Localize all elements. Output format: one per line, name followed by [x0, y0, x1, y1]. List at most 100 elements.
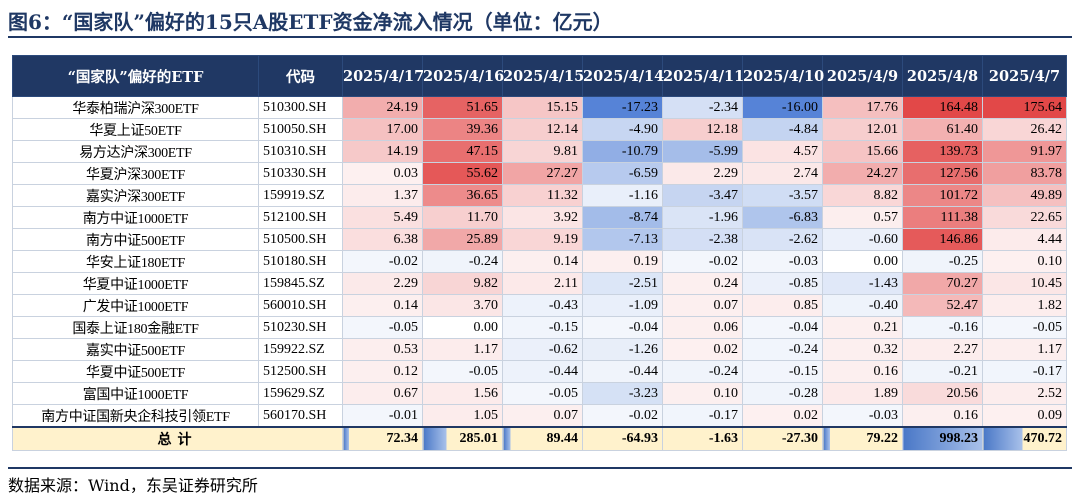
flow-value-cell: -7.13	[582, 228, 663, 251]
flow-value-cell: -0.15	[742, 360, 823, 383]
title-underline	[8, 36, 1072, 38]
flow-value-cell: -0.17	[982, 360, 1067, 383]
flow-value-cell: 17.00	[342, 118, 423, 141]
flow-value-cell: 10.45	[982, 272, 1067, 295]
etf-code-cell: 512500.SH	[258, 360, 343, 383]
flow-value-cell: 0.85	[742, 294, 823, 317]
flow-value-cell: 2.29	[662, 162, 743, 185]
flow-value-cell: 0.12	[342, 360, 423, 383]
flow-value-cell: 146.86	[902, 228, 983, 251]
etf-code-cell: 510180.SH	[258, 250, 343, 273]
flow-value-cell: 175.64	[982, 96, 1067, 119]
flow-value-cell: 0.24	[662, 272, 743, 295]
table-row: 易方达沪深300ETF 510310.SH 14.19 47.15 9.81 -10.79…	[12, 140, 1067, 163]
flow-value-cell: 2.11	[502, 272, 583, 295]
flow-value-cell: 0.00	[822, 250, 903, 273]
etf-name-cell: 易方达沪深300ETF	[12, 140, 259, 163]
col-header-date: 2025/4/11	[662, 55, 744, 97]
flow-value-cell: 0.07	[662, 294, 743, 317]
etf-code-cell: 510330.SH	[258, 162, 343, 185]
total-value-cell: 285.01	[422, 426, 503, 451]
flow-value-cell: -1.96	[662, 206, 743, 229]
flow-value-cell: 83.78	[982, 162, 1067, 185]
flow-value-cell: 12.01	[822, 118, 903, 141]
flow-value-cell: 12.14	[502, 118, 583, 141]
flow-value-cell: -2.34	[662, 96, 743, 119]
source-note: 数据来源：Wind，东吴证券研究所	[8, 476, 258, 495]
table-row: 华夏上证50ETF 510050.SH 17.00 39.36 12.14 -4.90 12…	[12, 118, 1067, 141]
flow-value-cell: -4.84	[742, 118, 823, 141]
flow-value-cell: 4.57	[742, 140, 823, 163]
flow-value-cell: -0.16	[902, 316, 983, 339]
table-row: 南方中证500ETF 510500.SH 6.38 25.89 9.19 -7.13 -2.…	[12, 228, 1067, 251]
flow-value-cell: -0.15	[502, 316, 583, 339]
flow-value-cell: 25.89	[422, 228, 503, 251]
col-header-date: 2025/4/15	[502, 55, 584, 97]
flow-value-cell: 6.38	[342, 228, 423, 251]
flow-value-cell: -3.57	[742, 184, 823, 207]
flow-value-cell: -16.00	[742, 96, 823, 119]
flow-value-cell: 0.21	[822, 316, 903, 339]
flow-value-cell: 26.42	[982, 118, 1067, 141]
header-row: “国家队”偏好的ETF 代码 2025/4/17 2025/4/16 2025/…	[12, 55, 1067, 97]
table-row: 华夏中证500ETF 512500.SH 0.12 -0.05 -0.44 -0.44 -0…	[12, 360, 1067, 383]
etf-code-cell: 560170.SH	[258, 404, 343, 428]
flow-value-cell: -1.09	[582, 294, 663, 317]
flow-value-cell: -0.62	[502, 338, 583, 361]
flow-value-cell: 39.36	[422, 118, 503, 141]
flow-value-cell: 1.17	[982, 338, 1067, 361]
flow-value-cell: 4.44	[982, 228, 1067, 251]
etf-code-cell: 159919.SZ	[258, 184, 343, 207]
flow-value-cell: -0.85	[742, 272, 823, 295]
total-value-cell: 79.22	[822, 426, 903, 451]
flow-value-cell: 0.14	[502, 250, 583, 273]
flow-value-cell: 36.65	[422, 184, 503, 207]
col-header-date: 2025/4/10	[742, 55, 824, 97]
total-value-cell: 998.23	[902, 426, 983, 451]
flow-value-cell: -0.04	[582, 316, 663, 339]
flow-value-cell: 24.27	[822, 162, 903, 185]
flow-value-cell: -0.40	[822, 294, 903, 317]
flow-value-cell: 91.97	[982, 140, 1067, 163]
flow-value-cell: 0.57	[822, 206, 903, 229]
flow-value-cell: -0.44	[502, 360, 583, 383]
flow-value-cell: 8.82	[822, 184, 903, 207]
table-row: 华泰柏瑞沪深300ETF 510300.SH 24.19 51.65 15.15 -17.…	[12, 96, 1067, 119]
flow-value-cell: -0.01	[342, 404, 423, 428]
flow-value-cell: 1.37	[342, 184, 423, 207]
etf-name-cell: 富国中证1000ETF	[12, 382, 259, 405]
flow-value-cell: 70.27	[902, 272, 983, 295]
table-row: 嘉实沪深300ETF 159919.SZ 1.37 36.65 11.32 -1.16 -3…	[12, 184, 1067, 207]
etf-name-cell: 华夏中证500ETF	[12, 360, 259, 383]
flow-value-cell: 0.67	[342, 382, 423, 405]
flow-value-cell: -0.60	[822, 228, 903, 251]
col-header-date: 2025/4/7	[982, 55, 1067, 97]
flow-value-cell: 127.56	[902, 162, 983, 185]
flow-value-cell: -0.02	[582, 404, 663, 428]
flow-value-cell: 2.27	[902, 338, 983, 361]
etf-name-cell: 南方中证1000ETF	[12, 206, 259, 229]
flow-value-cell: -0.24	[422, 250, 503, 273]
flow-value-cell: 2.29	[342, 272, 423, 295]
flow-value-cell: -2.62	[742, 228, 823, 251]
table-row: 华安上证180ETF 510180.SH -0.02 -0.24 0.14 0.19 -0.…	[12, 250, 1067, 273]
flow-value-cell: -1.16	[582, 184, 663, 207]
table-row: 广发中证1000ETF 560010.SH 0.14 3.70 -0.43 -1.09 0.…	[12, 294, 1067, 317]
etf-code-cell: 159845.SZ	[258, 272, 343, 295]
flow-value-cell: -6.59	[582, 162, 663, 185]
flow-value-cell: 0.03	[342, 162, 423, 185]
etf-name-cell: 华夏沪深300ETF	[12, 162, 259, 185]
etf-code-cell: 512100.SH	[258, 206, 343, 229]
flow-value-cell: -1.43	[822, 272, 903, 295]
etf-flow-table: “国家队”偏好的ETF 代码 2025/4/17 2025/4/16 2025/…	[12, 55, 1067, 451]
flow-value-cell: -0.05	[502, 382, 583, 405]
flow-value-cell: 0.00	[422, 316, 503, 339]
flow-value-cell: 0.16	[902, 404, 983, 428]
flow-value-cell: 101.72	[902, 184, 983, 207]
flow-value-cell: 2.74	[742, 162, 823, 185]
flow-value-cell: 22.65	[982, 206, 1067, 229]
flow-value-cell: 9.82	[422, 272, 503, 295]
flow-value-cell: 1.56	[422, 382, 503, 405]
flow-value-cell: -8.74	[582, 206, 663, 229]
etf-name-cell: 嘉实中证500ETF	[12, 338, 259, 361]
